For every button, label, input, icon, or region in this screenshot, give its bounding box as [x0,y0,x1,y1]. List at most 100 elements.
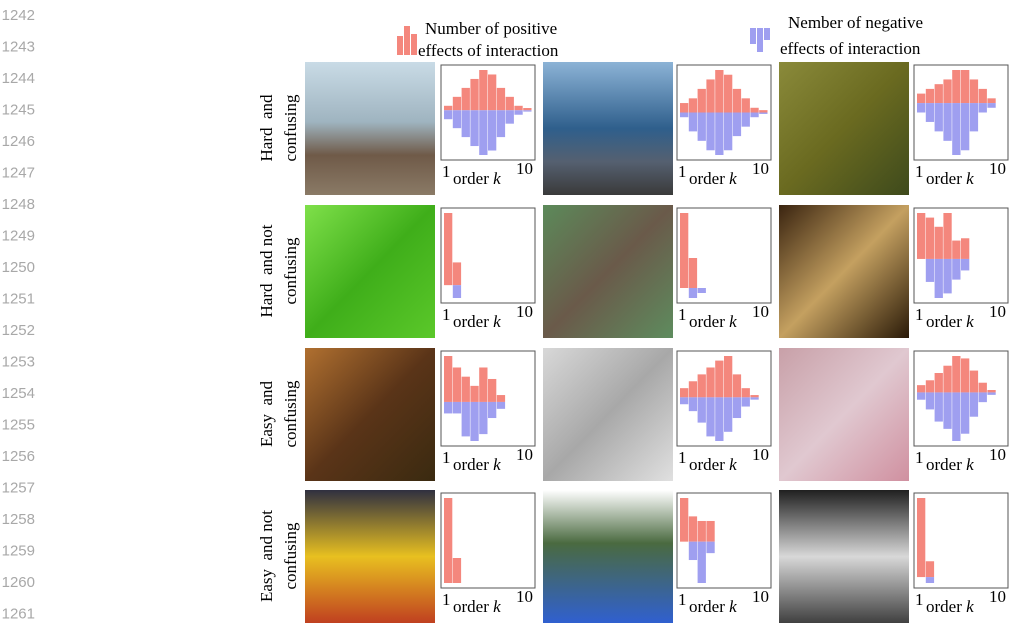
axis-start: 1 [915,448,924,467]
positive-bar [935,373,943,392]
sample-image [305,490,435,623]
negative-bar [689,113,697,132]
positive-bar [935,227,943,259]
negative-bar [715,113,723,156]
negative-bar [970,392,978,416]
negative-bar [706,542,714,553]
legend-icon-bar [404,26,410,55]
positive-bar [680,498,688,542]
axis-label-text: order [926,597,962,616]
axis-variable: k [966,455,974,474]
sample-image [543,62,673,195]
sample-image [543,348,673,481]
negative-bar [961,259,969,270]
axis-start: 1 [442,590,451,609]
axis-variable: k [493,312,501,331]
negative-bar [698,288,706,293]
positive-bar [488,379,496,402]
figure: 1242124312441245124612471248124912501251… [0,0,1017,623]
positive-bar [952,241,960,259]
positive-bar [453,97,461,110]
line-number: 1249 [2,228,35,245]
negative-bar [497,402,505,409]
axis-label: order k [926,169,974,188]
positive-bar [917,94,925,103]
line-number: 1250 [2,259,35,276]
line-number: 1260 [2,574,35,591]
positive-bar [689,516,697,541]
positive-bar [514,106,522,110]
negative-bar [698,113,706,141]
axis-variable: k [729,169,737,188]
axis-end: 10 [516,587,533,606]
positive-bar [926,561,934,577]
negative-bar [952,392,960,441]
negative-bar [943,103,951,141]
positive-bar [750,108,758,113]
positive-bar [970,371,978,393]
positive-bar [444,356,452,402]
axis-label-text: order [689,455,725,474]
positive-bar [479,70,487,110]
legend-icon-bar [411,34,417,55]
sample-image [305,348,435,481]
positive-bar [444,498,452,583]
sample-image [305,205,435,338]
positive-bar [462,377,470,402]
axis-end: 10 [989,302,1006,321]
axis-label-text: order [926,455,962,474]
negative-bar [724,113,732,151]
axis-variable: k [729,597,737,616]
positive-bar [935,84,943,103]
axis-start: 1 [915,305,924,324]
negative-bar [733,397,741,418]
axis-start: 1 [678,448,687,467]
positive-bar [523,108,531,110]
positive-bar [979,89,987,103]
positive-bar [715,70,723,113]
negative-bar [462,402,470,436]
positive-bar [750,395,758,397]
negative-bar [706,113,714,151]
positive-bar [742,98,750,112]
positive-bar [926,218,934,259]
line-number: 1246 [2,133,35,150]
line-number: 1244 [2,70,35,87]
axis-label: order k [689,597,737,616]
positive-bar [444,213,452,285]
axis-label: order k [453,455,501,474]
axis-end: 10 [516,445,533,464]
positive-bar [497,88,505,110]
line-number: 1243 [2,39,35,56]
positive-bar [698,521,706,542]
axis-label-text: order [926,169,962,188]
line-number: 1259 [2,543,35,560]
positive-bar [987,98,995,103]
line-number: 1257 [2,480,35,497]
axis-label: order k [453,169,501,188]
axis-end: 10 [752,302,769,321]
negative-bar [742,113,750,127]
axis-start: 1 [678,590,687,609]
positive-bar [715,361,723,398]
negative-bar [943,259,951,293]
negative-bar [935,392,943,421]
sample-image [543,205,673,338]
positive-bar [943,213,951,259]
negative-bar [523,110,531,111]
positive-bar [742,388,750,397]
negative-bar [952,103,960,155]
positive-bar [470,386,478,402]
axis-end: 10 [989,159,1006,178]
row-label: Hard and not [257,224,276,317]
negative-bar [987,103,995,108]
legend-label: effects of interaction [418,41,559,60]
negative-bar [479,402,487,434]
negative-bar [733,113,741,137]
axis-start: 1 [915,590,924,609]
axis-label-text: order [689,169,725,188]
legend-icon-bar [750,28,756,44]
negative-bar [715,397,723,441]
positive-bar [724,356,732,397]
legend-label: Number of positive [425,19,557,38]
